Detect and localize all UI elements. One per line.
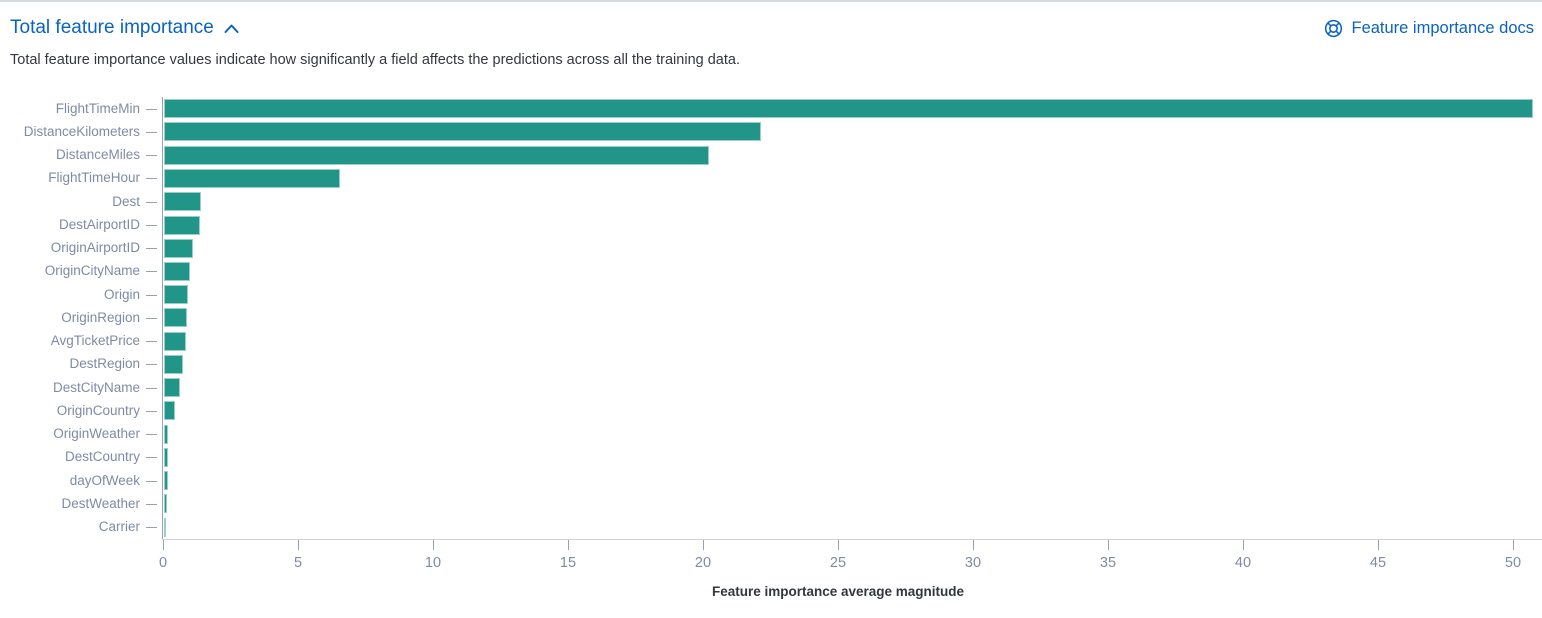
x-axis-tick [703, 540, 704, 550]
y-axis-tick [146, 178, 157, 180]
section-title: Total feature importance [10, 17, 214, 38]
bar-DestAirportID[interactable] [164, 215, 200, 235]
y-axis-tick [146, 108, 157, 110]
y-axis-label-FlightTimeMin: FlightTimeMin [55, 100, 140, 116]
x-axis-tick-label: 50 [1504, 555, 1522, 571]
y-axis-tick [146, 387, 157, 389]
y-axis-label-DistanceKilometers: DistanceKilometers [23, 123, 140, 139]
x-axis-tick-label: 30 [964, 555, 982, 571]
x-axis-tick [838, 540, 839, 550]
x-axis-tick [1243, 540, 1244, 550]
bar-Carrier[interactable] [164, 517, 166, 537]
y-axis-tick [146, 434, 157, 436]
bar-OriginCityName[interactable] [164, 261, 191, 281]
x-axis-tick [298, 540, 299, 550]
y-axis-label-AvgTicketPrice: AvgTicketPrice [50, 333, 140, 349]
x-axis-tick-label: 40 [1234, 555, 1252, 571]
chevron-up-icon [224, 23, 239, 34]
y-axis-label-OriginAirportID: OriginAirportID [50, 240, 140, 256]
bar-FlightTimeMin[interactable] [164, 99, 1533, 119]
x-axis-tick-label: 35 [1099, 555, 1117, 571]
y-axis-label-FlightTimeHour: FlightTimeHour [48, 170, 140, 186]
y-axis-tick [146, 503, 157, 505]
x-axis-tick-label: 20 [694, 555, 712, 571]
x-axis-tick [1378, 540, 1379, 550]
x-axis-tick-label: 5 [293, 555, 303, 571]
x-axis-tick [1108, 540, 1109, 550]
x-axis-tick-label: 15 [559, 555, 577, 571]
bar-OriginWeather[interactable] [164, 424, 169, 444]
x-axis-tick-label: 0 [158, 555, 168, 571]
x-axis-line [162, 539, 1542, 540]
y-axis-label-OriginRegion: OriginRegion [61, 309, 140, 325]
bar-DestCityName[interactable] [164, 378, 181, 398]
y-axis-tick [146, 271, 157, 273]
y-axis-tick [146, 224, 157, 226]
y-axis-label-DestRegion: DestRegion [69, 356, 140, 372]
feature-importance-chart: Feature importance average magnitude Fli… [0, 97, 1542, 611]
y-axis-tick [146, 457, 157, 459]
bar-DestRegion[interactable] [164, 354, 183, 374]
bar-DistanceMiles[interactable] [164, 145, 710, 165]
x-axis-tick-label: 25 [829, 555, 847, 571]
feature-importance-docs-link[interactable]: Feature importance docs [1324, 19, 1534, 38]
bar-DestCountry[interactable] [164, 447, 168, 467]
x-axis-tick [568, 540, 569, 550]
y-axis-tick [146, 364, 157, 366]
y-axis-label-OriginWeather: OriginWeather [53, 426, 140, 442]
y-axis-tick [146, 131, 157, 133]
x-axis-tick-label: 45 [1369, 555, 1387, 571]
y-axis-tick [146, 341, 157, 343]
section-description: Total feature importance values indicate… [10, 52, 740, 68]
x-axis-tick-label: 10 [424, 555, 442, 571]
bar-OriginCountry[interactable] [164, 401, 176, 421]
bar-DestWeather[interactable] [164, 494, 168, 514]
y-axis-label-Origin: Origin [103, 286, 140, 302]
y-axis-tick [146, 317, 157, 319]
docs-link-label: Feature importance docs [1351, 18, 1534, 37]
total-feature-importance-toggle[interactable]: Total feature importance [10, 17, 239, 39]
bar-Origin[interactable] [164, 285, 189, 305]
y-axis-tick [146, 410, 157, 412]
y-axis-tick [146, 294, 157, 296]
y-axis-tick [146, 155, 157, 157]
y-axis-label-DestWeather: DestWeather [61, 495, 140, 511]
bar-DistanceKilometers[interactable] [164, 122, 761, 142]
x-axis-tick [973, 540, 974, 550]
bar-OriginAirportID[interactable] [164, 238, 194, 258]
x-axis-tick [1513, 540, 1514, 550]
help-lifebuoy-icon [1324, 19, 1343, 38]
x-axis-tick [163, 540, 164, 550]
y-axis-label-OriginCountry: OriginCountry [56, 402, 140, 418]
y-axis-tick [146, 248, 157, 250]
y-axis-tick [146, 480, 157, 482]
y-axis-label-DistanceMiles: DistanceMiles [55, 147, 140, 163]
y-axis-tick [146, 201, 157, 203]
y-axis-tick [146, 527, 157, 529]
bar-Dest[interactable] [164, 192, 201, 212]
y-axis-label-Carrier: Carrier [98, 519, 140, 535]
bar-OriginRegion[interactable] [164, 308, 188, 328]
x-axis-tick [433, 540, 434, 550]
y-axis-line [162, 97, 163, 539]
y-axis-label-dayOfWeek: dayOfWeek [69, 472, 140, 488]
y-axis-label-OriginCityName: OriginCityName [44, 263, 140, 279]
bar-dayOfWeek[interactable] [164, 471, 168, 491]
y-axis-label-Dest: Dest [112, 193, 140, 209]
x-axis-title: Feature importance average magnitude [711, 584, 965, 599]
y-axis-label-DestAirportID: DestAirportID [58, 216, 140, 232]
bar-AvgTicketPrice[interactable] [164, 331, 187, 351]
y-axis-label-DestCityName: DestCityName [52, 379, 140, 395]
section-header: Total feature importance Feature importa… [0, 2, 1542, 41]
bar-FlightTimeHour[interactable] [164, 169, 340, 188]
y-axis-label-DestCountry: DestCountry [64, 449, 140, 465]
